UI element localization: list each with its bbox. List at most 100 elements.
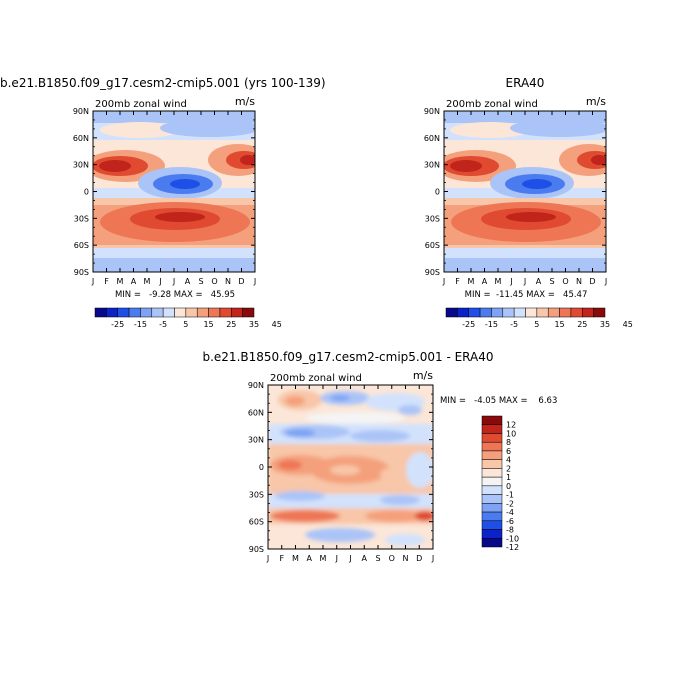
y-tick-label: 30S: [249, 490, 264, 499]
x-tick-label: M: [495, 277, 502, 286]
colorbar-swatch: [174, 307, 187, 318]
colorbar-label: 1: [506, 473, 511, 482]
colorbar-label: -8: [506, 526, 514, 535]
colorbar-swatch: [481, 503, 503, 513]
panel-difference: b.e21.B1850.f09_g17.cesm2-cmip5.001 - ER…: [202, 350, 557, 563]
colorbar-label: 35: [600, 320, 610, 329]
y-tick-label: 30S: [425, 214, 440, 223]
x-tick-label: M: [320, 554, 327, 563]
colorbar-swatch: [117, 307, 130, 318]
x-tick-label: A: [362, 554, 368, 563]
panel-era40-units: m/s: [586, 95, 606, 108]
colorbar-label: -2: [506, 499, 514, 508]
x-tick-label: J: [253, 277, 256, 286]
colorbar-swatch: [502, 307, 515, 318]
colorbar-swatch: [445, 307, 458, 318]
colorbar-label: -12: [506, 543, 519, 552]
colorbar-swatch: [208, 307, 221, 318]
x-tick-label: S: [375, 554, 380, 563]
x-tick-label: S: [198, 277, 203, 286]
y-tick-label: 30N: [73, 161, 89, 170]
panel-era40-subtitle: 200mb zonal wind: [446, 99, 538, 110]
colorbar-label: 10: [506, 429, 516, 438]
colorbar-label: 5: [534, 320, 539, 329]
x-tick-label: O: [211, 277, 217, 286]
x-tick-label: J: [442, 277, 445, 286]
panel-model-stats: MIN = -9.28 MAX = 45.95: [115, 290, 235, 300]
colorbar-label: 4: [506, 456, 511, 465]
panel-difference-field: [268, 385, 433, 549]
y-tick-label: 90N: [424, 107, 440, 116]
colorbar-swatch: [481, 520, 503, 530]
y-tick-label: 60N: [73, 134, 89, 143]
colorbar-swatch: [481, 476, 503, 487]
colorbar-label: 6: [506, 447, 511, 456]
x-tick-label: N: [576, 277, 582, 286]
x-tick-label: J: [91, 277, 94, 286]
x-tick-label: D: [416, 554, 422, 563]
x-tick-label: J: [158, 277, 161, 286]
panel-model-colorbar: -25 -15 -5 5 15 25 35 45: [94, 307, 282, 329]
y-tick-label: 90S: [249, 545, 264, 554]
colorbar-label: -6: [506, 517, 514, 526]
colorbar-swatch: [593, 307, 606, 318]
x-tick-label: F: [104, 277, 109, 286]
x-tick-label: O: [389, 554, 395, 563]
colorbar-swatch: [106, 307, 118, 318]
x-tick-label: J: [348, 554, 351, 563]
panel-model-units: m/s: [235, 95, 255, 108]
y-tick-label: 0: [84, 188, 89, 197]
colorbar-swatch: [582, 307, 594, 318]
colorbar-swatch: [242, 307, 255, 318]
colorbar-label: 35: [249, 320, 259, 329]
colorbar-swatch: [481, 529, 503, 539]
x-tick-label: A: [185, 277, 191, 286]
colorbar-swatch: [479, 307, 492, 318]
panel-difference-subtitle: 200mb zonal wind: [270, 373, 362, 384]
panel-model-title: b.e21.B1850.f09_g17.cesm2-cmip5.001 (yrs…: [0, 76, 326, 90]
colorbar-swatch: [491, 307, 504, 318]
colorbar-swatch: [536, 307, 549, 318]
x-tick-label: D: [238, 277, 244, 286]
colorbar-label: -1: [506, 491, 514, 500]
colorbar-label: -4: [506, 508, 514, 517]
y-tick-label: 60S: [425, 241, 440, 250]
colorbar-swatch: [162, 307, 175, 318]
colorbar-label: -25: [462, 320, 475, 329]
colorbar-swatch: [513, 307, 526, 318]
panel-era40-stats: MIN = -11.45 MAX = 45.47: [465, 290, 588, 300]
colorbar-swatch: [559, 307, 572, 318]
x-tick-label: M: [144, 277, 151, 286]
colorbar-label: -25: [111, 320, 124, 329]
panel-difference-stats: MIN = -4.05 MAX = 6.63: [440, 396, 557, 406]
colorbar-label: -15: [134, 320, 147, 329]
panel-model: b.e21.B1850.f09_g17.cesm2-cmip5.001 (yrs…: [0, 76, 326, 329]
colorbar-label: 15: [203, 320, 213, 329]
x-tick-label: F: [279, 554, 284, 563]
x-tick-label: M: [292, 554, 299, 563]
colorbar-label: 8: [506, 438, 511, 447]
colorbar-swatch: [481, 424, 503, 434]
colorbar-swatch: [481, 511, 503, 522]
y-tick-label: 90S: [74, 268, 89, 277]
y-tick-label: 60N: [248, 408, 264, 417]
colorbar-swatch: [525, 307, 538, 318]
x-tick-label: A: [307, 554, 313, 563]
y-tick-label: 60N: [424, 134, 440, 143]
x-tick-label: J: [523, 277, 526, 286]
colorbar-swatch: [481, 441, 503, 452]
colorbar-swatch: [457, 307, 469, 318]
colorbar-label: 45: [272, 320, 282, 329]
colorbar-label: 12: [506, 421, 516, 430]
y-tick-label: 60S: [74, 241, 89, 250]
colorbar-swatch: [185, 307, 198, 318]
x-tick-label: J: [172, 277, 175, 286]
x-tick-label: F: [455, 277, 460, 286]
colorbar-swatch: [547, 307, 560, 318]
panel-difference-title: b.e21.B1850.f09_g17.cesm2-cmip5.001 - ER…: [202, 350, 493, 364]
x-tick-label: N: [225, 277, 231, 286]
